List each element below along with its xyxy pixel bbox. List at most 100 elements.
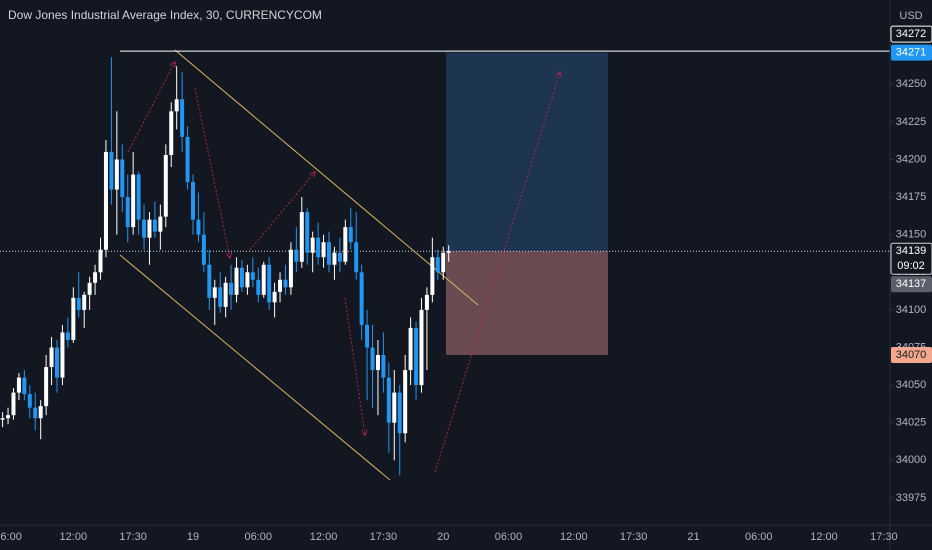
candle-body [87,282,92,295]
candle-body [163,154,168,217]
x-tick-label: 12:00 [310,531,338,543]
candle-body [250,272,255,280]
x-tick-label: 12:00 [60,531,88,543]
candle-body [142,219,147,238]
channel-line[interactable] [174,49,479,306]
candle-body [120,159,125,198]
target-label-bg [891,44,932,61]
stop-zone [446,251,608,356]
candle-body [218,287,223,307]
candle-body [343,227,348,262]
candle-body [60,332,65,378]
candle-body [386,377,391,423]
candle-body [256,279,261,295]
arrow[interactable] [344,297,365,435]
candle-body [370,347,375,371]
candle-body [337,252,342,262]
candle-body [435,257,440,273]
x-tick-label: 17:30 [870,531,898,543]
candle-body [272,291,277,303]
candle-body [446,251,451,253]
candle-body [294,249,299,262]
candle-body [38,406,43,419]
candle-body [239,267,244,288]
candle-body [103,151,108,250]
candle-body [229,282,234,295]
candles [0,50,890,476]
line-price-label-bg [890,25,932,43]
candle-body [174,99,179,112]
candle-body [201,234,206,265]
candle-body [191,182,195,220]
target-label: 34271 [896,47,927,59]
candle-body [267,264,272,303]
candle-body [33,407,38,419]
candle-body [212,287,217,298]
position-tool[interactable] [446,52,608,356]
y-tick-label: 34100 [896,304,927,316]
y-tick-label: 34250 [896,78,927,90]
arrow[interactable] [249,172,315,251]
stop-label-bg [891,347,932,364]
x-tick-label: 20 [437,531,449,543]
candle-body [419,309,424,386]
arrow[interactable] [194,87,230,258]
x-tick-label: 19 [187,531,199,543]
last-price-bg [890,242,932,275]
candle-body [223,282,228,307]
channel-line[interactable] [119,254,391,481]
candle-body [359,272,364,325]
candle-body [288,249,293,288]
candle-body [408,327,413,371]
target-zone [446,52,608,252]
candle-body [381,355,386,378]
y-tick-label: 34025 [896,417,927,429]
arrow[interactable] [434,72,560,473]
candle-body [125,197,130,228]
currency-label[interactable]: USD [899,10,922,22]
candle-body [71,297,76,340]
candle-body [169,111,174,155]
drawings [119,49,560,481]
x-tick-label: 17:30 [119,531,147,543]
candle-body [158,216,163,232]
candle-body [65,332,70,340]
arrow[interactable] [127,62,175,153]
candle-body [0,418,5,420]
x-tick-label: 06:00 [745,531,773,543]
candle-body [82,294,87,310]
y-tick-label: 34050 [896,379,927,391]
price-axis-bg [890,0,932,550]
candle-body [6,415,11,419]
candle-body [185,136,190,183]
candle-body [234,267,239,295]
y-tick-label: 34000 [896,454,927,466]
candle-body [152,219,157,232]
candle-body [403,370,408,434]
candle-body [441,252,446,273]
x-tick-label: 06:00 [0,531,22,543]
y-tick-label: 34225 [896,116,927,128]
y-tick-label: 33975 [896,492,927,504]
candle-body [327,242,331,265]
time-axis-bg [0,525,932,550]
candle-body [299,212,304,262]
chart-title: Dow Jones Industrial Average Index, 30, … [8,8,322,22]
candle-body [321,242,326,258]
candle-body [332,252,337,265]
candle-body [207,264,212,298]
candle-body [114,159,119,190]
candle-body [278,279,283,292]
candle-body [76,297,81,310]
candle-body [414,327,419,386]
candle-body [93,272,98,283]
candle-body [261,264,266,295]
candle-body [305,212,310,253]
x-tick-label: 12:00 [810,531,838,543]
candle-body [22,377,27,395]
candle-body [49,347,54,368]
candle-body [55,347,59,378]
y-tick-label: 34150 [896,229,927,241]
x-tick-label: 17:30 [620,531,648,543]
